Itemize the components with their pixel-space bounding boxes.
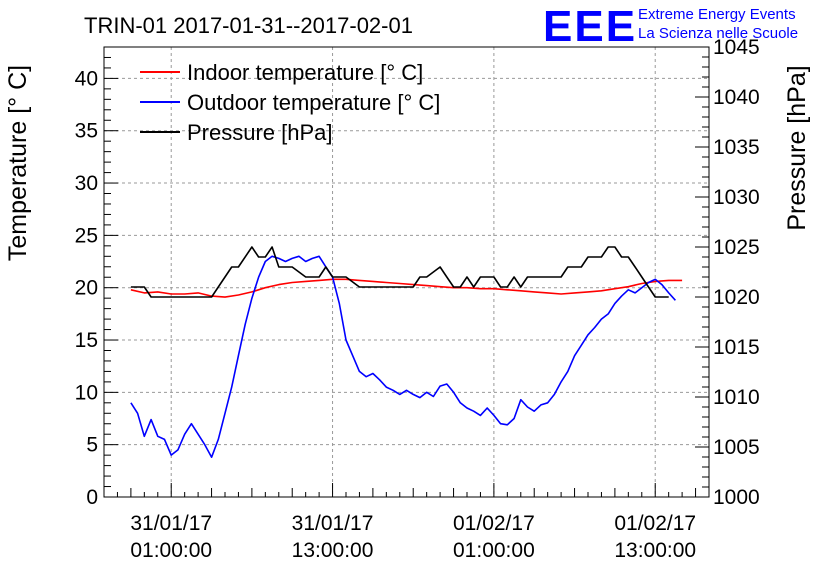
- y2-tick-label: 1020: [713, 286, 760, 309]
- y2-tick-label: 1025: [713, 236, 760, 259]
- eee-logo-line2: La Scienza nelle Scuole: [638, 25, 798, 42]
- y-tick-label: 35: [75, 120, 98, 143]
- y-tick-label: 0: [86, 486, 98, 509]
- x-tick-label-time: 01:00:00: [130, 539, 212, 562]
- eee-logo: EEE Extreme Energy Events La Scienza nel…: [543, 2, 798, 51]
- x-tick-label-date: 31/01/17: [130, 512, 212, 535]
- plot-area: [130, 246, 683, 459]
- x-tick-label-date: 01/02/17: [453, 512, 535, 535]
- eee-logo-mark: EEE: [543, 2, 637, 51]
- y-tick-label: 10: [75, 381, 98, 404]
- x-tick-label-date: 01/02/17: [614, 512, 696, 535]
- y2-tick-label: 1035: [713, 136, 760, 159]
- y2-tick-label: 1015: [713, 336, 760, 359]
- y-tick-label: 30: [75, 172, 98, 195]
- y2-tick-label: 1000: [713, 486, 760, 509]
- y2-axis-title: Pressure [hPa]: [783, 65, 811, 230]
- eee-logo-line1: Extreme Energy Events: [638, 6, 796, 23]
- y-tick-label: 5: [86, 434, 98, 457]
- x-tick-label-time: 13:00:00: [292, 539, 374, 562]
- legend: Indoor temperature [° C] Outdoor temperat…: [140, 60, 440, 145]
- y2-tick-label: 1030: [713, 186, 760, 209]
- y-tick-label: 25: [75, 224, 98, 247]
- y2-tick-label: 1005: [713, 436, 760, 459]
- y-axis-title: Temperature [° C]: [4, 65, 32, 261]
- x-tick-label-date: 31/01/17: [292, 512, 374, 535]
- series-line-0: [130, 278, 683, 298]
- y2-tick-label: 1010: [713, 386, 760, 409]
- plot-frame: [103, 46, 710, 498]
- y2-tick-label: 1040: [713, 86, 760, 109]
- legend-label: Pressure [hPa]: [187, 120, 333, 145]
- legend-label: Indoor temperature [° C]: [187, 60, 423, 85]
- chart-title: TRIN-01 2017-01-31--2017-02-01: [84, 13, 413, 38]
- x-tick-label-time: 13:00:00: [614, 539, 696, 562]
- y-tick-label: 15: [75, 329, 98, 352]
- series-line-1: [130, 255, 676, 459]
- y-tick-label: 20: [75, 277, 98, 300]
- axes: 0510152025303540100010051010101510201025…: [75, 36, 760, 562]
- legend-label: Outdoor temperature [° C]: [187, 90, 440, 115]
- x-tick-label-time: 01:00:00: [453, 539, 535, 562]
- series-line-2: [130, 246, 669, 298]
- y-tick-label: 40: [75, 67, 98, 90]
- y2-tick-label: 1045: [713, 36, 760, 59]
